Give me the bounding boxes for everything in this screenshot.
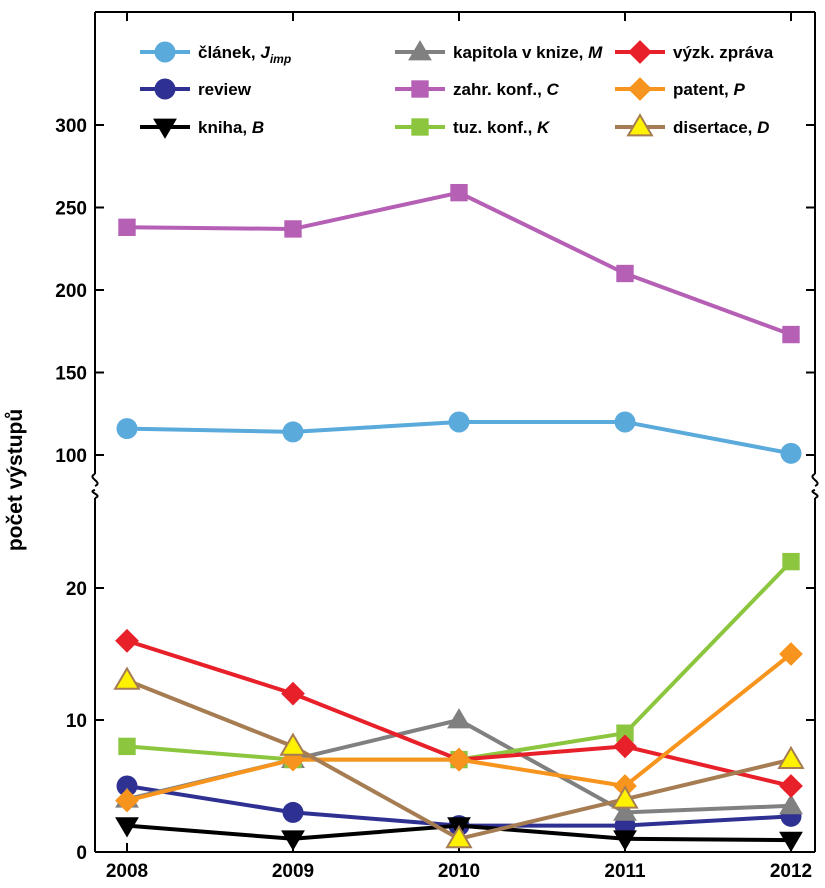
data-point (284, 220, 302, 238)
series-8 (113, 666, 805, 849)
legend-marker (154, 78, 176, 100)
data-point (616, 724, 634, 742)
legend-marker (626, 113, 654, 137)
legend-label: patent, P (673, 80, 745, 99)
series-4 (118, 183, 800, 344)
data-point (445, 824, 473, 849)
legend-label: disertace, D (673, 118, 769, 137)
data-point (777, 745, 805, 769)
data-point (116, 418, 138, 440)
series-line (126, 560, 793, 762)
data-point (279, 732, 307, 756)
legend-item: disertace, D (615, 113, 769, 137)
data-point (616, 264, 634, 283)
data-point (448, 411, 470, 433)
data-point (613, 734, 637, 759)
legend-item: kniha, B (140, 118, 264, 139)
axis-ticks: 0 10 20 100 150 200 250 300 2008 2009 2010 2011 2012 (55, 12, 815, 882)
legend-marker (411, 118, 429, 136)
y-tick-label: 300 (55, 116, 87, 137)
y-tick-label: 20 (66, 579, 87, 600)
legend-item: článek, Jimp (140, 41, 291, 66)
data-point (779, 831, 803, 853)
data-point (782, 552, 800, 571)
x-tick-label: 2012 (770, 861, 812, 882)
legend-marker (154, 41, 176, 63)
legend-marker (153, 118, 177, 139)
legend-item: kapitola v knize, M (395, 40, 603, 62)
legend-label: review (198, 80, 252, 99)
y-tick-label: 100 (55, 446, 87, 467)
data-point (282, 421, 304, 443)
data-point (780, 442, 802, 464)
legend-label: článek, Jimp (198, 43, 291, 66)
legend-label: tuz. konf., K (453, 118, 551, 137)
legend-item: zahr. konf., C (395, 80, 560, 99)
y-axis-title: počet výstupů (4, 409, 27, 551)
y-axis-break-right (811, 473, 819, 499)
legend-item: výzk. zpráva (615, 40, 774, 64)
legend-marker (411, 80, 429, 98)
data-point (779, 642, 803, 666)
x-tick-label: 2008 (106, 861, 148, 882)
legend-label: kapitola v knize, M (453, 43, 603, 62)
legend-label: zahr. konf., C (453, 80, 560, 99)
data-point (611, 785, 639, 809)
data-point (614, 411, 636, 433)
legend: článek, Jimp review kniha, B kapitola v kni… (140, 40, 774, 139)
legend-item: patent, P (615, 77, 745, 101)
y-tick-label: 0 (76, 843, 87, 864)
data-point (118, 218, 136, 236)
data-point (779, 774, 803, 798)
y-tick-label: 10 (66, 711, 87, 732)
data-point (779, 793, 803, 815)
series-7 (115, 642, 803, 813)
legend-marker (408, 40, 432, 61)
data-point (116, 775, 138, 797)
legend-label: výzk. zpráva (673, 43, 774, 62)
series-0 (116, 411, 802, 464)
data-point (115, 628, 139, 653)
data-point (282, 801, 304, 823)
data-point (281, 681, 305, 706)
data-point (447, 747, 471, 772)
x-tick-label: 2009 (272, 861, 314, 882)
data-point (613, 800, 637, 821)
data-point (113, 666, 141, 690)
x-tick-label: 2011 (604, 861, 646, 882)
data-point (447, 708, 471, 729)
legend-item: review (140, 78, 252, 100)
y-tick-label: 150 (55, 364, 87, 385)
series-line (126, 190, 792, 337)
data-point (115, 817, 139, 838)
x-tick-label: 2010 (438, 861, 480, 882)
plot-frame (91, 11, 819, 853)
legend-marker (628, 40, 652, 64)
series-layer (113, 183, 805, 853)
y-tick-label: 200 (55, 281, 87, 302)
data-point (118, 737, 136, 756)
series-5 (118, 552, 800, 769)
legend-label: kniha, B (198, 118, 264, 137)
legend-marker (628, 77, 652, 101)
data-point (115, 788, 139, 813)
data-point (281, 830, 305, 851)
data-point (450, 183, 468, 202)
y-axis-break-left (91, 473, 99, 499)
y-tick-label: 250 (55, 199, 87, 220)
legend-item: tuz. konf., K (395, 118, 551, 137)
data-point (782, 325, 800, 344)
data-point (613, 830, 637, 851)
